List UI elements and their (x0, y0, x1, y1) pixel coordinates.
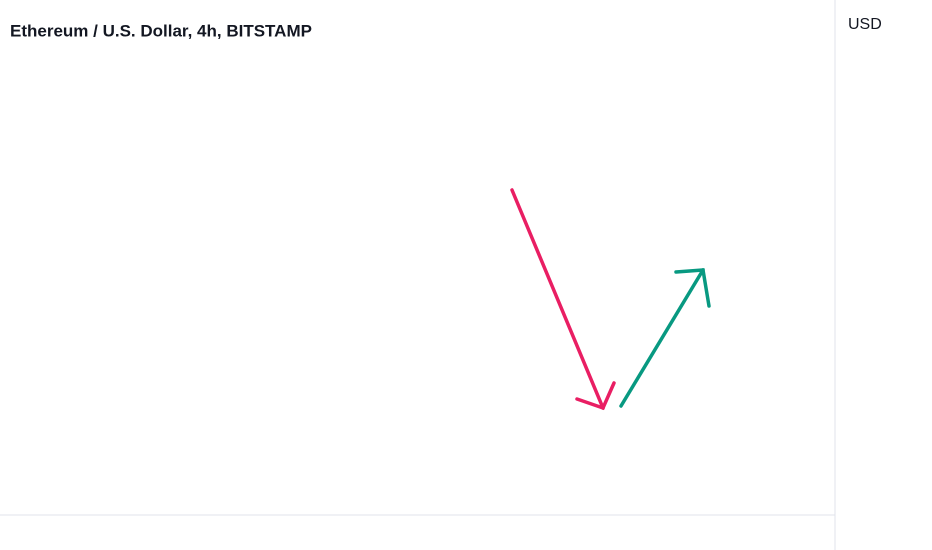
down-arrow (510, 188, 616, 411)
up-arrow (619, 268, 711, 408)
chart-title: Ethereum / U.S. Dollar, 4h, BITSTAMP (10, 21, 312, 40)
currency-label: USD (848, 16, 882, 33)
